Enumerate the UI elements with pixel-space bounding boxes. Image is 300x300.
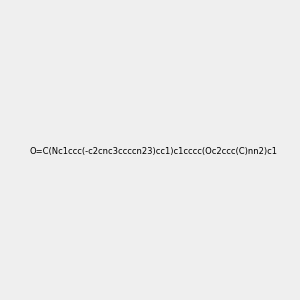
Text: O=C(Nc1ccc(-c2cnc3ccccn23)cc1)c1cccc(Oc2ccc(C)nn2)c1: O=C(Nc1ccc(-c2cnc3ccccn23)cc1)c1cccc(Oc2… [30, 147, 278, 156]
